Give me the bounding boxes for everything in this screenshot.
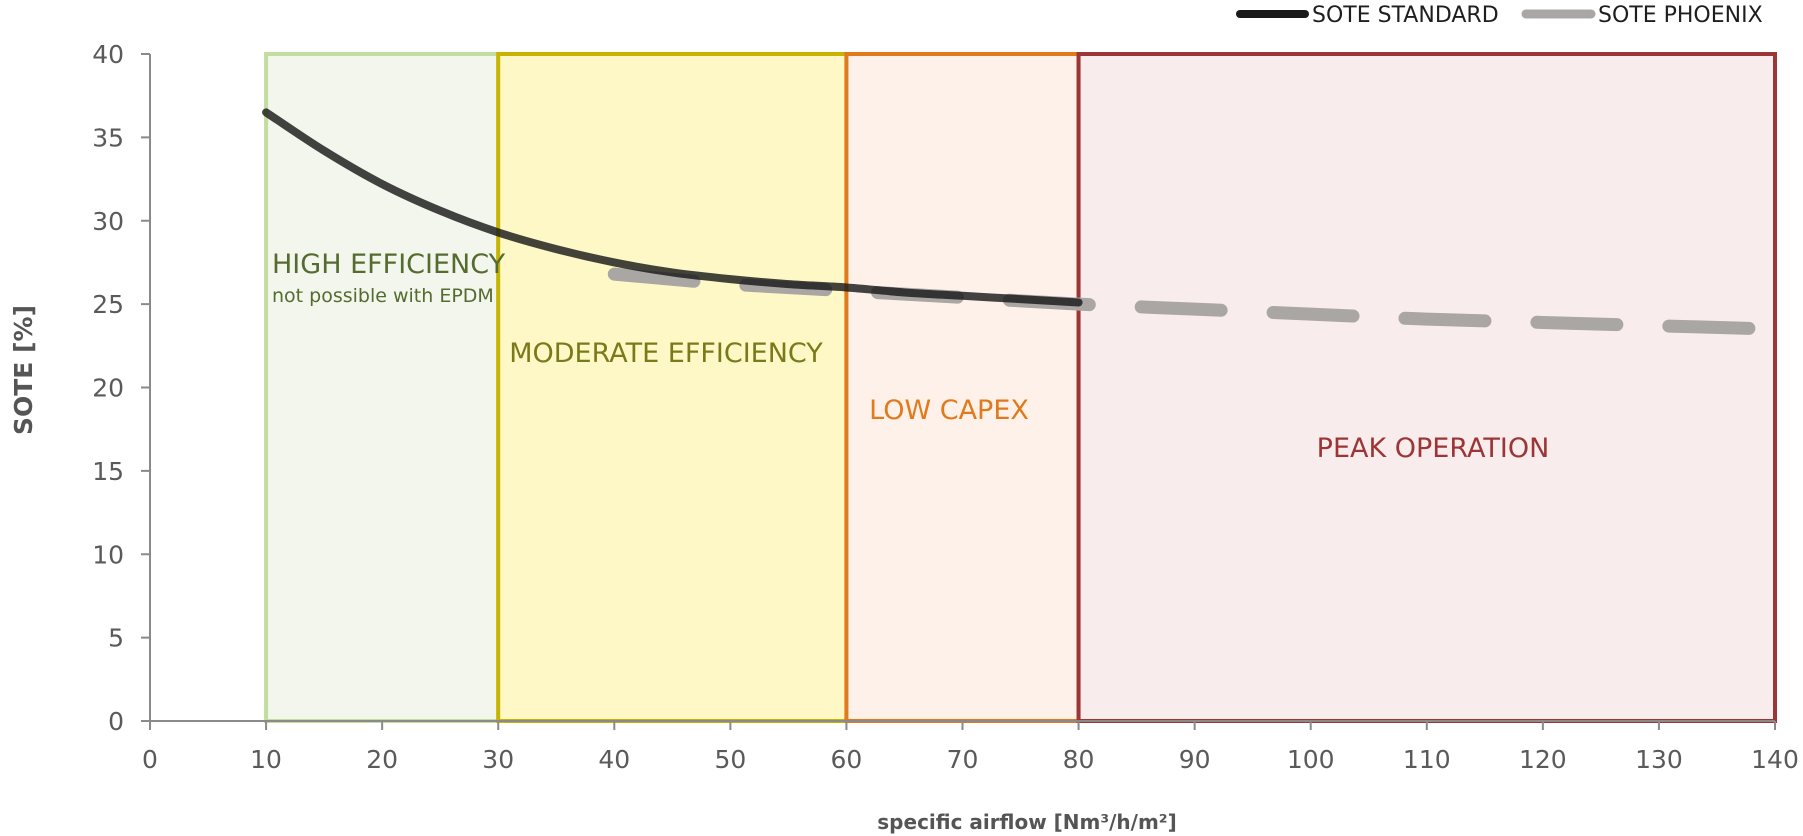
x-tick-label: 130 bbox=[1635, 745, 1683, 774]
zone-labels-layer: HIGH EFFICIENCY not possible with EPDM MOD… bbox=[272, 249, 1549, 464]
y-tick-label: 25 bbox=[92, 290, 124, 319]
x-tick-label: 60 bbox=[831, 745, 863, 774]
x-tick-label: 0 bbox=[142, 745, 158, 774]
y-tick-label: 35 bbox=[92, 123, 124, 152]
zones-layer bbox=[264, 52, 1777, 723]
legend-label-sote-phoenix: SOTE PHOENIX bbox=[1598, 3, 1763, 28]
y-tick-label: 15 bbox=[92, 457, 124, 486]
y-tick-label: 30 bbox=[92, 207, 124, 236]
legend: SOTE STANDARD SOTE PHOENIX bbox=[1236, 3, 1763, 28]
x-tick-label: 140 bbox=[1751, 745, 1799, 774]
series-line-sote-standard bbox=[262, 108, 1083, 307]
legend-label-sote-standard: SOTE STANDARD bbox=[1312, 3, 1499, 28]
x-tick-label: 70 bbox=[947, 745, 979, 774]
y-tick-label: 20 bbox=[92, 374, 124, 403]
y-tick-label: 0 bbox=[108, 707, 124, 736]
zone-label-4: PEAK OPERATION bbox=[1317, 433, 1550, 464]
zone-label-2: MODERATE EFFICIENCY bbox=[509, 338, 823, 369]
x-tick-label: 30 bbox=[482, 745, 514, 774]
zone-rect-1 bbox=[264, 52, 501, 723]
y-tick-label: 40 bbox=[92, 40, 124, 69]
axes-layer: 0 5 10 15 20 25 30 35 40 0 10 20 30 40 50 60 70 80 90 100 11… bbox=[92, 40, 1799, 774]
x-tick-label: 50 bbox=[714, 745, 746, 774]
x-tick-label: 80 bbox=[1063, 745, 1095, 774]
y-axis-title: SOTE [%] bbox=[9, 305, 38, 435]
zone-rect-2 bbox=[496, 52, 849, 723]
x-tick-label: 40 bbox=[598, 745, 630, 774]
y-tick-label: 10 bbox=[92, 540, 124, 569]
x-tick-label: 10 bbox=[250, 745, 282, 774]
x-tick-label: 120 bbox=[1519, 745, 1567, 774]
series-layer bbox=[262, 108, 1782, 336]
zone-label-3: LOW CAPEX bbox=[869, 395, 1029, 426]
x-tick-label: 110 bbox=[1403, 745, 1451, 774]
x-tick-label: 100 bbox=[1287, 745, 1335, 774]
zone-rect-4 bbox=[1076, 52, 1777, 723]
x-tick-label: 20 bbox=[366, 745, 398, 774]
x-tick-label: 90 bbox=[1179, 745, 1211, 774]
x-axis-title: specific airflow [Nm³/h/m²] bbox=[877, 810, 1176, 834]
zone-sublabel-1: not possible with EPDM bbox=[272, 285, 494, 307]
y-tick-label: 5 bbox=[108, 624, 124, 653]
zone-label-1: HIGH EFFICIENCY bbox=[272, 249, 506, 280]
zone-rect-3 bbox=[844, 52, 1081, 723]
